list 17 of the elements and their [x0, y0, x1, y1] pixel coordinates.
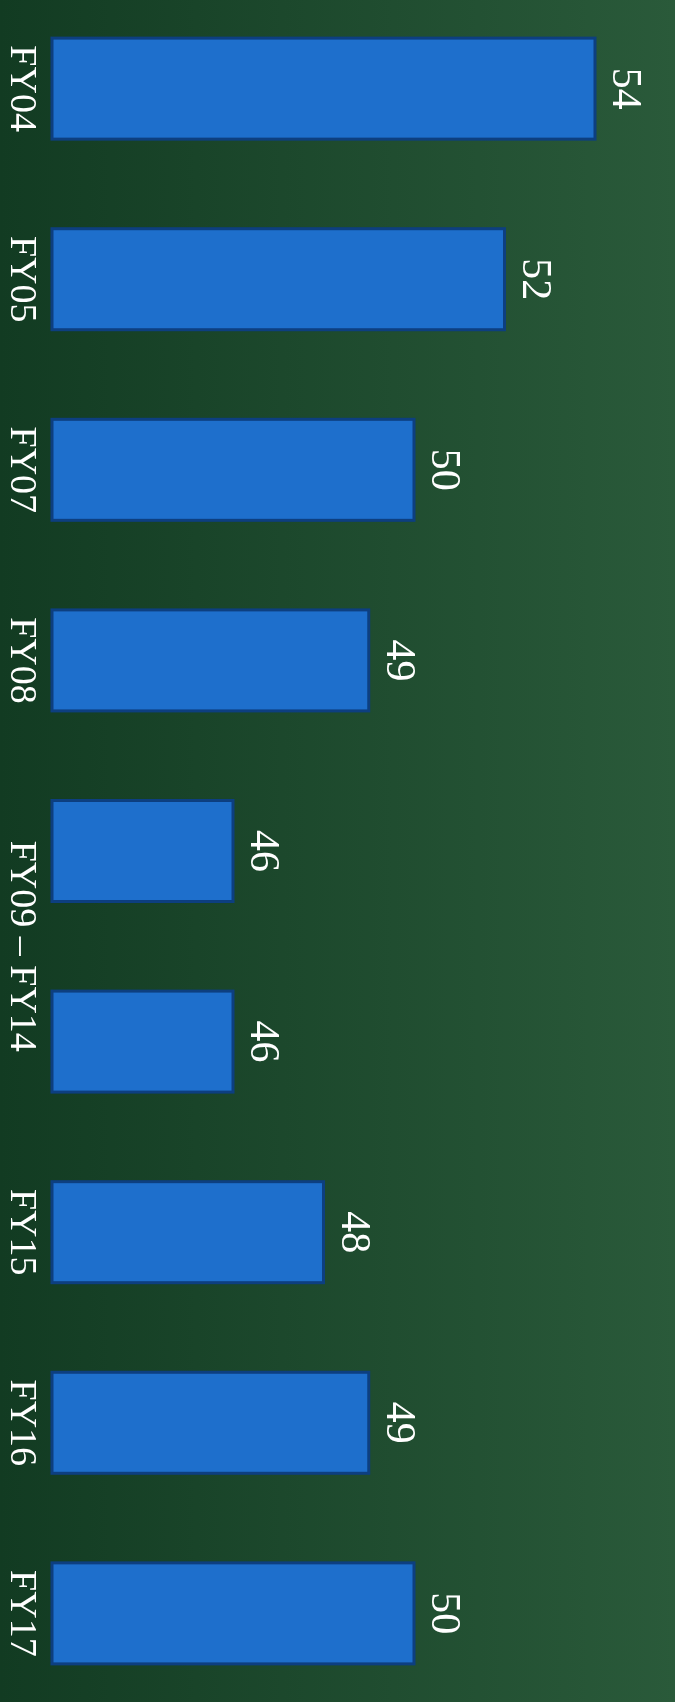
data-label: 49 — [377, 1401, 424, 1444]
y-tick-label: FY04 — [3, 45, 45, 132]
y-tick-label: FY08 — [3, 617, 45, 704]
y-tick-label: FY05 — [3, 235, 45, 323]
data-label: 50 — [423, 448, 469, 491]
data-label: 48 — [332, 1211, 379, 1254]
data-label: 46 — [242, 1020, 288, 1063]
data-label: 49 — [377, 639, 424, 682]
y-tick-label: FY17 — [3, 1570, 45, 1657]
data-label: 46 — [242, 830, 288, 872]
data-label: 52 — [513, 258, 560, 301]
y-tick-label: FY07 — [3, 426, 45, 514]
y-tick-label: FY15 — [3, 1188, 45, 1276]
data-label: 50 — [423, 1592, 469, 1635]
y-tick-label: FY09 – FY14 — [3, 840, 45, 1052]
data-label: 54 — [604, 67, 650, 110]
y-tick-label: FY16 — [3, 1379, 45, 1467]
